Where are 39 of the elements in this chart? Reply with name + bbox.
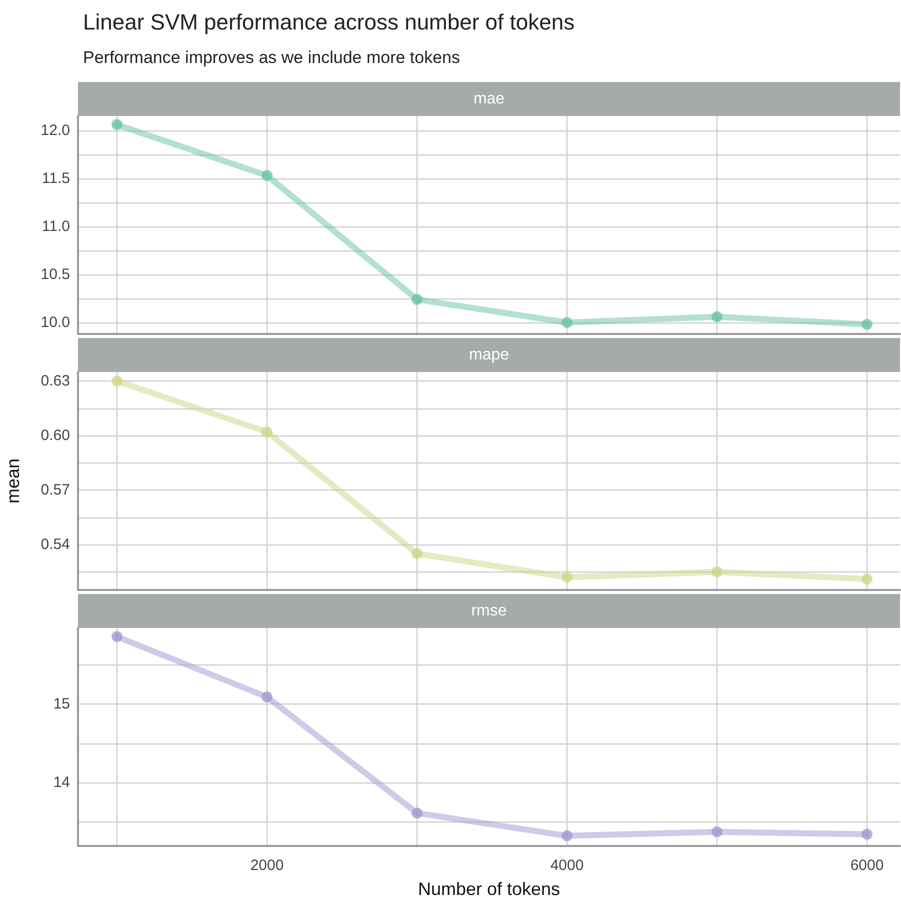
point [412,548,422,560]
x-axis-title: Number of tokens [418,879,560,899]
y-tick-label: 0.60 [40,427,70,444]
point [262,170,272,182]
y-tick-label: 15 [53,696,70,713]
text: mae [473,90,505,108]
y-tick-label: 11.5 [42,170,70,187]
point [712,311,722,322]
x-tick-label: 2000 [250,857,284,874]
point [562,830,572,842]
point [562,572,572,583]
x-tick-label: 4000 [550,857,584,874]
chart-title: Linear SVM performance across number of tokens [83,10,575,34]
y-tick-label: 11.0 [42,218,70,235]
y-tick-label: 12.0 [40,122,70,139]
point [112,631,122,642]
y-tick-label: 10.5 [40,266,70,283]
point [712,826,722,838]
y-tick-label: 0.54 [40,536,70,554]
point [112,119,122,130]
point [712,566,722,578]
x-tick-label: 6000 [850,857,884,874]
point [262,426,272,438]
point [412,808,422,819]
text: mape [468,346,510,364]
point [862,318,872,330]
y-tick-label: 14 [53,774,70,791]
y-axis-title: mean [3,458,23,504]
point [862,574,872,585]
y-tick-label: 0.57 [40,482,70,499]
point [112,376,122,387]
text: rmse [471,602,507,620]
y-tick-label: 0.63 [40,372,70,390]
point [562,316,572,328]
chart-subtitle: Performance improves as we include more tokens [83,48,460,67]
point [412,294,422,305]
y-tick-label: 10.0 [40,314,70,331]
point [862,828,872,840]
point [262,692,272,703]
